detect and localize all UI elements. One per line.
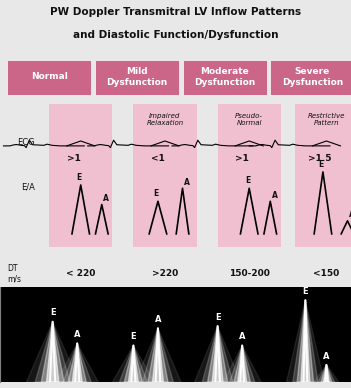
Text: E: E: [245, 176, 250, 185]
Polygon shape: [72, 343, 82, 382]
Polygon shape: [46, 322, 59, 382]
Text: E/A: E/A: [21, 182, 35, 191]
FancyBboxPatch shape: [133, 104, 197, 247]
Polygon shape: [318, 365, 335, 382]
Polygon shape: [234, 345, 250, 382]
Polygon shape: [202, 326, 233, 382]
Polygon shape: [68, 343, 86, 382]
Polygon shape: [56, 343, 98, 382]
Polygon shape: [314, 365, 339, 382]
Text: Impaired
Relaxation: Impaired Relaxation: [146, 113, 184, 126]
Text: E: E: [303, 287, 308, 296]
Polygon shape: [297, 300, 313, 382]
Polygon shape: [238, 345, 247, 382]
Text: Moderate
Dysfunction: Moderate Dysfunction: [194, 67, 255, 87]
Text: >1.5: >1.5: [308, 154, 331, 163]
Text: >220: >220: [152, 269, 178, 278]
Text: E: E: [154, 189, 159, 198]
Text: A: A: [349, 210, 351, 219]
Text: A: A: [74, 330, 80, 339]
Polygon shape: [286, 300, 324, 382]
Text: Normal: Normal: [31, 72, 68, 81]
FancyBboxPatch shape: [218, 104, 281, 247]
Text: <150: <150: [313, 269, 339, 278]
Text: A: A: [103, 194, 109, 203]
FancyBboxPatch shape: [7, 60, 91, 95]
Text: DT
m/s: DT m/s: [7, 264, 21, 283]
Polygon shape: [321, 365, 332, 382]
Polygon shape: [41, 322, 64, 382]
Text: Severe
Dysfunction: Severe Dysfunction: [282, 67, 343, 87]
Text: A: A: [155, 315, 161, 324]
Text: >1: >1: [67, 154, 81, 163]
Polygon shape: [324, 365, 329, 382]
Polygon shape: [143, 328, 173, 382]
Text: 150-200: 150-200: [229, 269, 270, 278]
FancyBboxPatch shape: [49, 104, 112, 247]
FancyBboxPatch shape: [183, 60, 267, 95]
Polygon shape: [119, 345, 147, 382]
Text: >1: >1: [235, 154, 249, 163]
Text: A: A: [239, 332, 245, 341]
Text: Mild
Dysfunction: Mild Dysfunction: [106, 67, 167, 87]
Text: E: E: [50, 308, 55, 317]
Text: E: E: [77, 173, 81, 182]
Text: A: A: [184, 178, 190, 187]
FancyBboxPatch shape: [270, 60, 351, 95]
Polygon shape: [124, 345, 143, 382]
Polygon shape: [112, 345, 154, 382]
Polygon shape: [212, 326, 223, 382]
Text: <1: <1: [151, 154, 165, 163]
Polygon shape: [26, 322, 79, 382]
Polygon shape: [230, 345, 255, 382]
Polygon shape: [63, 343, 91, 382]
Text: A: A: [272, 191, 277, 200]
FancyBboxPatch shape: [295, 104, 351, 247]
Text: and Diastolic Function/Dysfunction: and Diastolic Function/Dysfunction: [73, 30, 278, 40]
Text: Pseudo-
Normal: Pseudo- Normal: [235, 113, 263, 126]
Polygon shape: [35, 322, 70, 382]
Polygon shape: [301, 300, 310, 382]
Text: E: E: [215, 313, 220, 322]
Polygon shape: [194, 326, 241, 382]
Text: Restrictive
Pattern: Restrictive Pattern: [308, 113, 345, 126]
Text: PW Doppler Transmitral LV Inflow Patterns: PW Doppler Transmitral LV Inflow Pattern…: [50, 7, 301, 17]
Polygon shape: [223, 345, 261, 382]
Text: ECG: ECG: [18, 138, 35, 147]
Polygon shape: [135, 328, 181, 382]
FancyBboxPatch shape: [95, 60, 179, 95]
Text: < 220: < 220: [66, 269, 95, 278]
Polygon shape: [128, 345, 138, 382]
Text: A: A: [323, 352, 330, 360]
Polygon shape: [293, 300, 318, 382]
Polygon shape: [153, 328, 163, 382]
Text: E: E: [131, 332, 136, 341]
Text: E: E: [319, 160, 324, 169]
Polygon shape: [207, 326, 228, 382]
Polygon shape: [148, 328, 168, 382]
